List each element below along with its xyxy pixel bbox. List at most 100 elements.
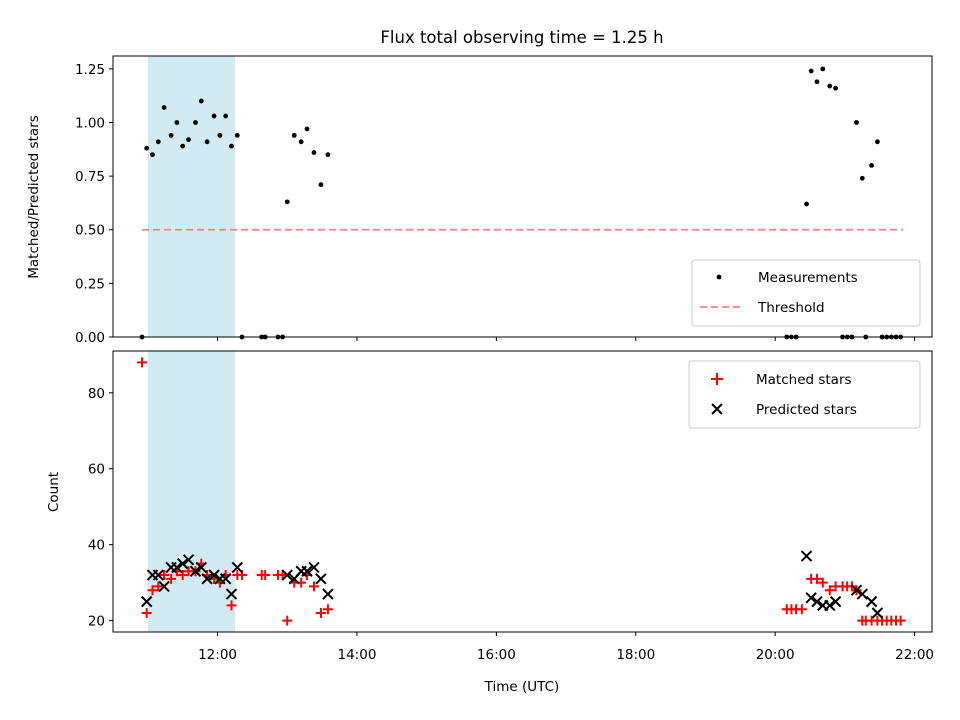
bottom-x-tick-label: 16:00 [477, 647, 516, 663]
legend-label-measurements: Measurements [758, 270, 858, 286]
measurement-point [875, 139, 880, 145]
measurement-point [808, 68, 814, 74]
bottom-x-axis-label: Time (UTC) [484, 679, 560, 695]
top-y-tick-label: 1.00 [75, 115, 105, 131]
matched-star-marker [137, 357, 148, 368]
measurement-point [298, 139, 304, 145]
measurement-point [174, 120, 180, 125]
matched-star-marker [226, 600, 237, 611]
top-y-tick-label: 0.75 [75, 169, 105, 185]
top-y-tick-label: 1.25 [75, 62, 105, 78]
predicted-star-marker [189, 565, 202, 577]
measurement-point [144, 145, 150, 151]
predicted-star-marker [315, 573, 327, 585]
legend-label-matched: Matched stars [756, 372, 852, 388]
predicted-star-marker [231, 561, 244, 574]
measurement-point [229, 143, 234, 149]
matched-star-marker [282, 615, 293, 626]
bottom-y-axis-ticks: 20 40 60 80 [88, 386, 113, 630]
predicted-star-marker [152, 569, 165, 581]
matched-star-marker [322, 604, 333, 615]
measurement-point [180, 143, 186, 149]
top-axes-frame [112, 55, 933, 338]
predicted-star-marker [182, 554, 195, 566]
predicted-star-marker [805, 592, 817, 604]
predicted-star-marker [322, 588, 334, 600]
top-chart-title: Flux total observing time = 1.25 h [380, 28, 663, 47]
predicted-star-marker [811, 595, 823, 608]
measurement-point [833, 85, 838, 91]
bottom-x-axis-ticks: 12:00 14:00 16:00 18:00 20:00 22:00 [198, 632, 934, 663]
bottom-x-tick-label: 12:00 [198, 647, 237, 663]
measurement-point [223, 113, 229, 119]
measurement-point [869, 162, 874, 168]
bottom-x-tick-label: 18:00 [616, 647, 655, 663]
bottom-y-axis-label: Count [46, 472, 62, 512]
bottom-y-tick-label: 80 [88, 386, 105, 402]
predicted-star-marker [171, 561, 183, 574]
measurement-points [139, 66, 904, 340]
top-x-axis-ticks [217, 337, 916, 341]
predicted-star-marker [201, 573, 213, 585]
predicted-star-marker [824, 599, 836, 612]
predicted-star-marker [308, 561, 320, 574]
measurement-point [304, 126, 310, 132]
top-y-axis-ticks: 0.00 0.25 0.50 0.75 1.00 1.25 [75, 62, 113, 346]
legend-marker-matched [711, 373, 723, 385]
legend-marker-predicted [711, 403, 723, 415]
top-y-tick-label: 0.50 [75, 223, 105, 239]
measurement-point [198, 98, 204, 104]
measurement-point [318, 182, 324, 188]
matched-star-marker [153, 581, 164, 592]
bottom-x-tick-label: 14:00 [338, 647, 377, 663]
matched-star-marker [177, 570, 188, 581]
measurement-point [859, 175, 865, 181]
top-legend: Measurements Threshold [691, 259, 921, 327]
predicted-star-marker [800, 550, 813, 562]
predicted-star-marker [871, 607, 884, 619]
measurement-point [234, 132, 240, 138]
measurement-point [827, 83, 833, 89]
predicted-star-marker [219, 573, 232, 585]
matched-star-marker [141, 608, 152, 619]
predicted-star-marker [856, 588, 869, 600]
measurement-point [211, 113, 217, 119]
legend-label-predicted: Predicted stars [756, 402, 857, 418]
predicted-star-marker [208, 569, 220, 581]
matched-star-marker [159, 570, 170, 581]
predicted-star-marker [281, 569, 293, 581]
predicted-star-markers [140, 550, 884, 619]
measurement-point [186, 137, 191, 143]
bottom-x-tick-label: 22:00 [895, 647, 934, 663]
predicted-star-marker [225, 588, 238, 600]
measurement-point [155, 139, 161, 145]
measurement-point [291, 132, 297, 138]
measurement-point [820, 66, 826, 72]
legend-label-threshold: Threshold [757, 300, 825, 316]
predicted-star-marker [850, 584, 863, 596]
predicted-star-marker [301, 565, 313, 577]
measurement-point [804, 201, 809, 207]
predicted-star-marker [865, 595, 878, 608]
measurement-point [217, 132, 223, 138]
measurement-point [204, 139, 210, 145]
bottom-x-tick-label: 20:00 [756, 647, 795, 663]
matched-star-marker [796, 604, 807, 615]
matched-star-marker [260, 570, 271, 581]
bottom-legend: Matched stars Predicted stars [688, 360, 921, 429]
predicted-star-marker [176, 557, 189, 570]
top-y-axis-label: Matched/Predicted stars [26, 115, 42, 278]
bottom-y-tick-label: 20 [88, 614, 105, 630]
measurement-point [325, 152, 331, 158]
predicted-star-marker [829, 595, 842, 608]
legend-marker-measurements [716, 274, 722, 280]
measurement-point [193, 120, 198, 125]
matched-star-marker [817, 577, 828, 588]
bottom-axes-frame [112, 350, 933, 633]
predicted-star-marker [158, 580, 170, 593]
top-y-tick-label: 0.00 [75, 330, 105, 346]
measurement-point [854, 120, 859, 125]
bottom-y-tick-label: 40 [88, 538, 105, 554]
